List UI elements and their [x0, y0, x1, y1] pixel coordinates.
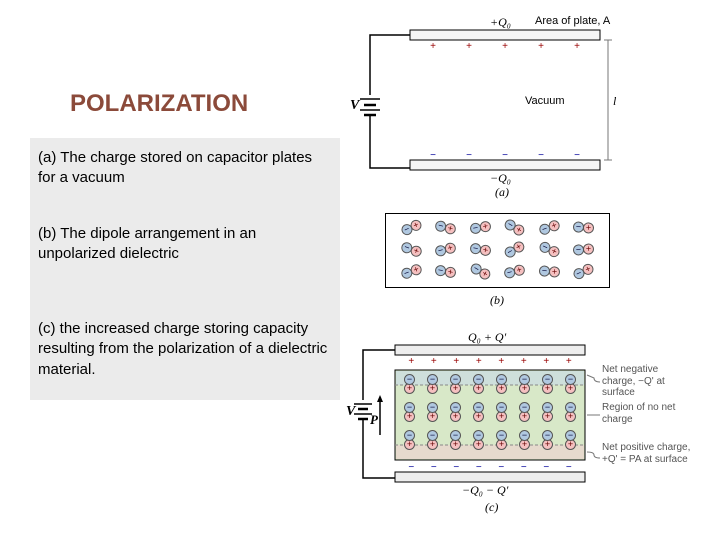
v-label-c: V	[346, 404, 355, 420]
diagram-b: −+−+−+−+−+−+−+−+−+−+−+−+−+−+−+−+−+−+ (b)	[350, 205, 715, 315]
q-top-a: +Q₀	[490, 15, 511, 30]
annot-mid: Region of no net charge	[602, 402, 692, 425]
minus-row-c: −−−−−−−−	[400, 462, 580, 473]
sublabel-b: (b)	[490, 293, 504, 308]
sublabel-c: (c)	[485, 500, 498, 515]
q-bot-c: −Q₀ − Q'	[462, 483, 508, 498]
area-label: Area of plate, A	[535, 15, 610, 27]
minus-row-a: −−−−−	[415, 150, 595, 161]
annot-top: Net negative charge, −Q' at surface	[602, 364, 692, 399]
vacuum-label: Vacuum	[525, 95, 565, 107]
desc-c: (c) the increased charge storing capacit…	[38, 319, 332, 380]
v-label-a: V	[350, 98, 359, 114]
diagram-a: V +Q₀ Area of plate, A +++++ −−−−− Vacuu…	[350, 10, 715, 200]
gap-l: l	[613, 94, 616, 109]
plus-row-a: +++++	[415, 41, 595, 52]
q-bot-a: −Q₀	[490, 171, 511, 186]
diagram-c: V P Q₀ + Q' ++++++++ −+−+−+−+−+−+−+−+−+−…	[350, 320, 715, 520]
page-title: POLARIZATION	[30, 90, 340, 118]
q-top-c: Q₀ + Q'	[468, 330, 506, 345]
p-label: P	[370, 412, 378, 428]
desc-a: (a) The charge stored on capacitor plate…	[38, 148, 332, 189]
plus-row-c: ++++++++	[400, 356, 580, 367]
annot-bot: Net positive charge, +Q' = PA at surface	[602, 442, 697, 465]
desc-b: (b) The dipole arrangement in an unpolar…	[38, 224, 332, 265]
sublabel-a: (a)	[495, 185, 509, 200]
